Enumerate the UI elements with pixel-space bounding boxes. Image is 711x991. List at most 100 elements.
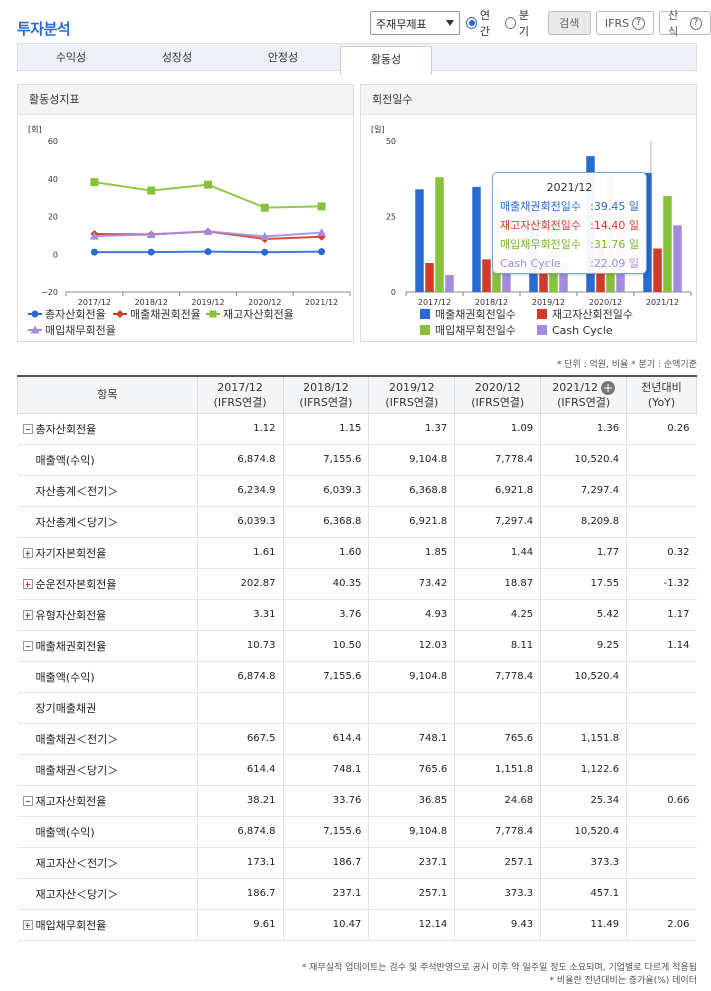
data-point[interactable] — [261, 248, 269, 256]
row-label[interactable]: 자기자본회전율 — [17, 537, 198, 569]
table-cell: 6,039.3 — [196, 506, 283, 538]
data-point[interactable] — [90, 178, 99, 187]
data-point[interactable] — [147, 248, 155, 256]
data-point[interactable] — [89, 231, 99, 240]
table-cell: 9.25 — [540, 630, 627, 662]
table-cell: 7,297.4 — [454, 506, 541, 538]
collapse-icon[interactable] — [22, 795, 33, 806]
tab-activity[interactable]: 활동성 — [340, 46, 432, 75]
expand-icon[interactable] — [22, 919, 33, 930]
y-tick-label: −20 — [41, 288, 58, 297]
bar[interactable] — [653, 248, 662, 292]
add-column-icon[interactable]: + — [600, 380, 615, 395]
bar[interactable] — [559, 261, 568, 292]
formula-help-button[interactable]: 산식 ? — [659, 9, 711, 38]
tooltip-title: 2021/12 — [546, 181, 593, 194]
legend-marker — [116, 310, 124, 318]
legend-label[interactable]: 총자산회전율 — [45, 308, 106, 321]
bar[interactable] — [472, 186, 481, 292]
y-tick-label: 60 — [48, 137, 58, 146]
table-cell: 6,368.8 — [282, 506, 369, 538]
row-label[interactable]: 유형자산회전율 — [17, 599, 198, 631]
collapse-icon[interactable] — [22, 423, 33, 434]
expand-icon[interactable] — [22, 547, 33, 558]
data-point[interactable] — [317, 232, 326, 241]
data-point[interactable] — [260, 231, 270, 240]
expand-icon[interactable] — [22, 578, 33, 589]
table-cell: 10.73 — [196, 630, 283, 662]
radio-unchecked-icon — [504, 17, 516, 29]
bar[interactable] — [643, 172, 652, 292]
radio-quarter[interactable]: 분기 — [504, 7, 538, 39]
data-point[interactable] — [90, 248, 98, 256]
bar[interactable] — [415, 189, 424, 292]
table-cell: 0.32 — [626, 537, 697, 569]
data-point[interactable] — [204, 248, 212, 256]
col-header-line2: (IFRS연결) — [299, 395, 353, 409]
data-point[interactable] — [204, 180, 212, 189]
data-point[interactable] — [318, 248, 326, 256]
table-row: 총자산회전율 1.12 1.15 1.37 1.09 1.36 0.26 — [17, 413, 697, 445]
statement-select[interactable]: 주재무제표 — [370, 11, 460, 35]
col-header: 2020/12 (IFRS연결) — [454, 375, 542, 414]
radio-annual[interactable]: 연간 — [465, 7, 499, 39]
bar[interactable] — [673, 225, 682, 292]
row-label[interactable]: 순운전자본회전율 — [17, 568, 198, 600]
row-label-text: 매출액(수익) — [35, 670, 95, 684]
table-cell: 1.12 — [196, 413, 283, 445]
data-point[interactable] — [260, 203, 269, 212]
collapse-icon[interactable] — [22, 640, 33, 651]
col-header-line2: (IFRS연결) — [213, 395, 267, 409]
legend-swatch — [537, 309, 547, 319]
table-cell: 1,151.8 — [454, 754, 541, 786]
row-label[interactable]: 매입채무회전율 — [17, 909, 198, 941]
bar[interactable] — [445, 275, 454, 292]
bar[interactable] — [539, 262, 548, 292]
bar[interactable] — [482, 259, 491, 292]
row-label-text: 재고자산＜당기＞ — [35, 887, 119, 901]
chart1-title: 활동성지표 — [18, 85, 353, 115]
data-point[interactable] — [317, 202, 326, 211]
bar[interactable] — [435, 177, 444, 292]
data-point[interactable] — [147, 186, 156, 195]
tab-growth[interactable]: 성장성 — [161, 51, 193, 64]
tooltip-label: Cash Cycle — [500, 257, 561, 270]
bar[interactable] — [425, 263, 434, 292]
legend-label[interactable]: 매입채무회전율 — [45, 324, 116, 337]
col-header: 2017/12 (IFRS연결) — [196, 375, 284, 414]
bar[interactable] — [663, 196, 672, 292]
legend-label[interactable]: 매출채권회전일수 — [435, 307, 516, 321]
table-cell: 1.14 — [626, 630, 697, 662]
search-button[interactable]: 검색 — [547, 11, 591, 35]
legend-label[interactable]: 매입채무회전일수 — [435, 323, 516, 337]
table-cell: 6,921.8 — [454, 475, 541, 507]
data-point[interactable] — [317, 228, 327, 237]
table-cell: 186.7 — [196, 878, 283, 910]
table-cell: 7,297.4 — [540, 475, 627, 507]
legend-label[interactable]: 매출채권회전율 — [130, 308, 201, 321]
legend-label[interactable]: 재고자산회전율 — [223, 308, 294, 321]
legend-label[interactable]: 재고자산회전일수 — [552, 307, 633, 321]
expand-icon[interactable] — [22, 609, 33, 620]
bar[interactable] — [502, 259, 511, 292]
data-point[interactable] — [203, 226, 213, 235]
row-label[interactable]: 총자산회전율 — [17, 413, 198, 445]
row-label[interactable]: 매출채권회전율 — [17, 630, 198, 662]
row-label[interactable]: 재고자산회전율 — [17, 785, 198, 817]
chart2-title: 회전일수 — [361, 85, 696, 115]
tab-profitability[interactable]: 수익성 — [55, 51, 87, 64]
tab-stability[interactable]: 안정성 — [267, 51, 299, 64]
page-title: 투자분석 — [17, 20, 71, 38]
ifrs-help-button[interactable]: IFRS ? — [595, 11, 655, 35]
col-header-line1: 항목 — [97, 388, 118, 402]
col-header: 전년대비 (YoY) — [626, 375, 697, 414]
legend-label[interactable]: Cash Cycle — [552, 324, 613, 337]
table-cell: 0.66 — [626, 785, 697, 817]
data-point[interactable] — [146, 229, 156, 238]
row-label: 재고자산＜전기＞ — [17, 847, 198, 879]
table-cell: 7,778.4 — [454, 661, 541, 693]
question-icon: ? — [632, 16, 646, 30]
table-cell: 237.1 — [368, 847, 455, 879]
table-row: 재고자산＜전기＞ 173.1 186.7 237.1 257.1 373.3 — [17, 847, 697, 879]
table-cell: 6,874.8 — [196, 816, 283, 848]
